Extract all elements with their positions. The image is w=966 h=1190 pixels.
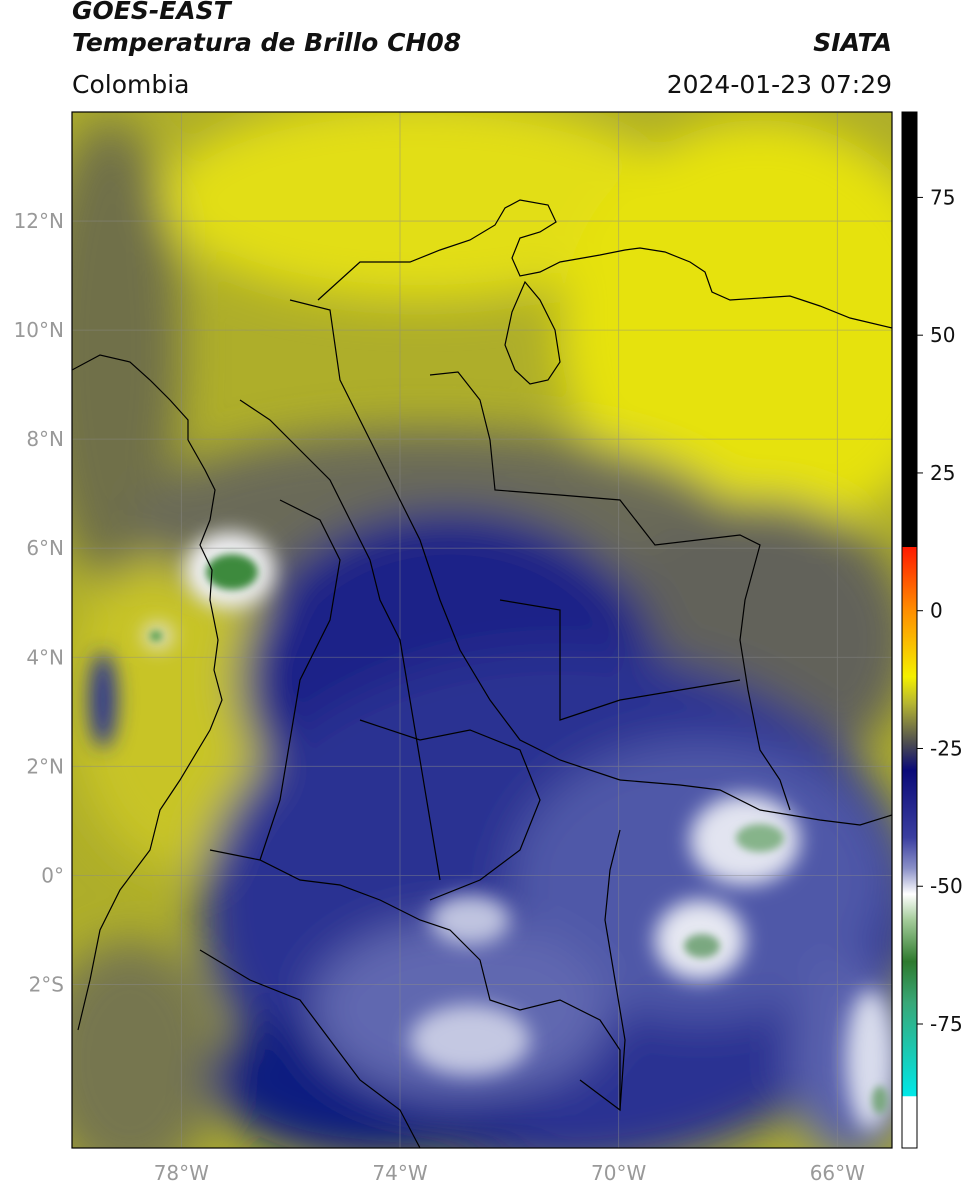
region-label: Colombia bbox=[72, 70, 190, 99]
product-title: Temperatura de Brillo CH08 bbox=[72, 28, 462, 57]
agency-label: SIATA bbox=[813, 28, 892, 57]
border-ecuador-peru bbox=[199, 949, 421, 1148]
colorbar-tick-label: -75 bbox=[930, 1012, 963, 1036]
satellite-imagery bbox=[72, 112, 892, 1148]
dept-borders-5 bbox=[359, 719, 541, 901]
border-colombia-ecuador bbox=[209, 849, 621, 1112]
border-colombia-venezuela bbox=[429, 371, 791, 811]
colorbar-ticks: 75 50 25 0 -25 -50 -75 bbox=[917, 185, 963, 1036]
caribbean-coastline bbox=[317, 199, 892, 329]
colorbar-tick-label: 25 bbox=[930, 461, 955, 485]
lon-tick-label: 74°W bbox=[372, 1161, 427, 1185]
pacific-coastline bbox=[77, 439, 223, 1031]
colorbar-tick-label: 50 bbox=[930, 323, 955, 347]
longitude-labels: 78°W 74°W 70°W 66°W bbox=[154, 1161, 865, 1185]
colorbar-tick-label: 0 bbox=[930, 599, 943, 623]
lake-maracaibo bbox=[504, 280, 561, 385]
lat-tick-label: 2°S bbox=[29, 972, 64, 996]
satellite-title: GOES-EAST bbox=[72, 0, 231, 25]
dept-borders-1 bbox=[289, 299, 621, 781]
lat-tick-label: 0° bbox=[41, 863, 64, 887]
borders bbox=[72, 199, 892, 1148]
colorbar-tick-label: -50 bbox=[930, 874, 963, 898]
datetime-label: 2024-01-23 07:29 bbox=[666, 70, 892, 99]
colorbar-tick-label: -25 bbox=[930, 736, 963, 760]
colorbar-tick-label: 75 bbox=[930, 185, 955, 209]
dept-borders-3 bbox=[259, 499, 341, 861]
lat-tick-label: 12°N bbox=[14, 209, 64, 233]
lat-tick-label: 8°N bbox=[26, 427, 64, 451]
graticule bbox=[72, 112, 892, 1148]
map-frame bbox=[71, 111, 893, 1149]
lat-tick-label: 6°N bbox=[26, 536, 64, 560]
border-colombia-south bbox=[619, 779, 892, 826]
lon-tick-label: 70°W bbox=[591, 1161, 646, 1185]
colorbar-frame bbox=[901, 111, 918, 1149]
dept-borders-4 bbox=[499, 599, 741, 721]
latitude-labels: 12°N 10°N 8°N 6°N 4°N 2°N 0° 2°S bbox=[14, 209, 64, 996]
border-peru-brazil bbox=[604, 829, 626, 1111]
lat-tick-label: 2°N bbox=[26, 754, 64, 778]
lon-tick-label: 78°W bbox=[154, 1161, 209, 1185]
panama-coast bbox=[72, 354, 189, 440]
colorbar: 75 50 25 0 -25 -50 -75 bbox=[901, 111, 963, 1149]
lat-tick-label: 4°N bbox=[26, 645, 64, 669]
colorbar-gradient bbox=[902, 112, 917, 1148]
lon-tick-label: 66°W bbox=[810, 1161, 865, 1185]
dept-borders-2 bbox=[239, 399, 441, 881]
lat-tick-label: 10°N bbox=[14, 318, 64, 342]
